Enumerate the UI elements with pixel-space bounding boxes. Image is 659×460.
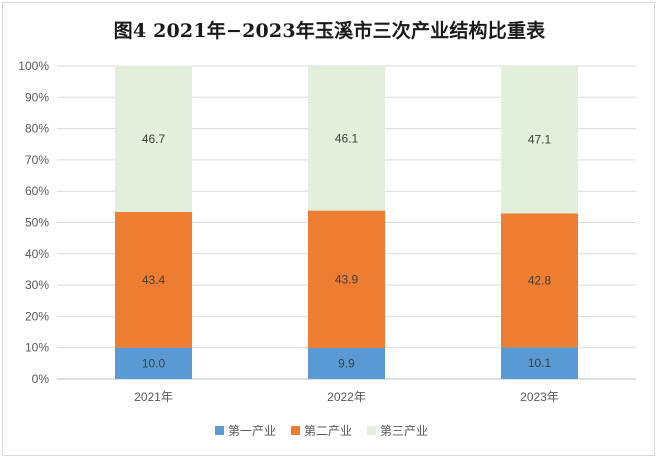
y-tick-label: 30% bbox=[25, 278, 49, 292]
y-tick-label: 0% bbox=[32, 372, 50, 386]
x-tick-label: 2022年 bbox=[327, 390, 366, 404]
legend-label: 第二产业 bbox=[304, 424, 352, 438]
y-tick-label: 20% bbox=[25, 309, 49, 323]
y-tick-label: 10% bbox=[25, 341, 49, 355]
bar-segment bbox=[501, 66, 578, 214]
y-tick-label: 100% bbox=[18, 59, 49, 73]
bars bbox=[115, 65, 578, 379]
bar-segment bbox=[115, 347, 192, 379]
y-tick-label: 70% bbox=[25, 153, 49, 167]
y-tick-label: 40% bbox=[25, 247, 49, 261]
data-label: 9.9 bbox=[338, 357, 355, 371]
data-label: 42.8 bbox=[528, 273, 552, 287]
data-labels: 10.0 43.4 46.7 9.9 43.9 46.1 10.1 42.8 47.1 bbox=[142, 131, 552, 370]
data-label: 10.0 bbox=[142, 356, 166, 370]
bar-segment bbox=[115, 211, 192, 348]
y-tick-label: 90% bbox=[25, 90, 49, 104]
legend-swatch bbox=[215, 426, 224, 435]
x-axis-ticks: 2021年 2022年 2023年 bbox=[134, 390, 559, 404]
bar-segment bbox=[501, 347, 578, 379]
data-label: 43.9 bbox=[335, 272, 359, 286]
bar-segment bbox=[308, 210, 385, 349]
bar-segment bbox=[115, 65, 192, 212]
data-label: 10.1 bbox=[528, 356, 552, 370]
legend-swatch bbox=[291, 426, 300, 435]
legend-label: 第三产业 bbox=[380, 424, 428, 438]
data-label: 47.1 bbox=[528, 133, 552, 147]
bar-segment bbox=[501, 213, 578, 348]
y-axis-ticks: 0% 10% 20% 30% 40% 50% 60% 70% 80% 90% 100% bbox=[18, 59, 49, 386]
legend: 第一产业 第二产业 第三产业 bbox=[215, 424, 428, 438]
bar-segment bbox=[308, 66, 385, 211]
legend-swatch bbox=[367, 426, 376, 435]
x-tick-label: 2021年 bbox=[134, 390, 173, 404]
legend-label: 第一产业 bbox=[228, 424, 276, 438]
y-tick-label: 80% bbox=[25, 122, 49, 136]
y-tick-label: 50% bbox=[25, 216, 49, 230]
data-label: 46.7 bbox=[142, 132, 166, 146]
bar-segment bbox=[308, 348, 385, 379]
data-label: 43.4 bbox=[142, 273, 166, 287]
data-label: 46.1 bbox=[335, 131, 359, 145]
chart-title: 图4 2021年−2023年玉溪市三次产业结构比重表 bbox=[113, 20, 546, 42]
x-tick-label: 2023年 bbox=[520, 390, 559, 404]
y-tick-label: 60% bbox=[25, 184, 49, 198]
